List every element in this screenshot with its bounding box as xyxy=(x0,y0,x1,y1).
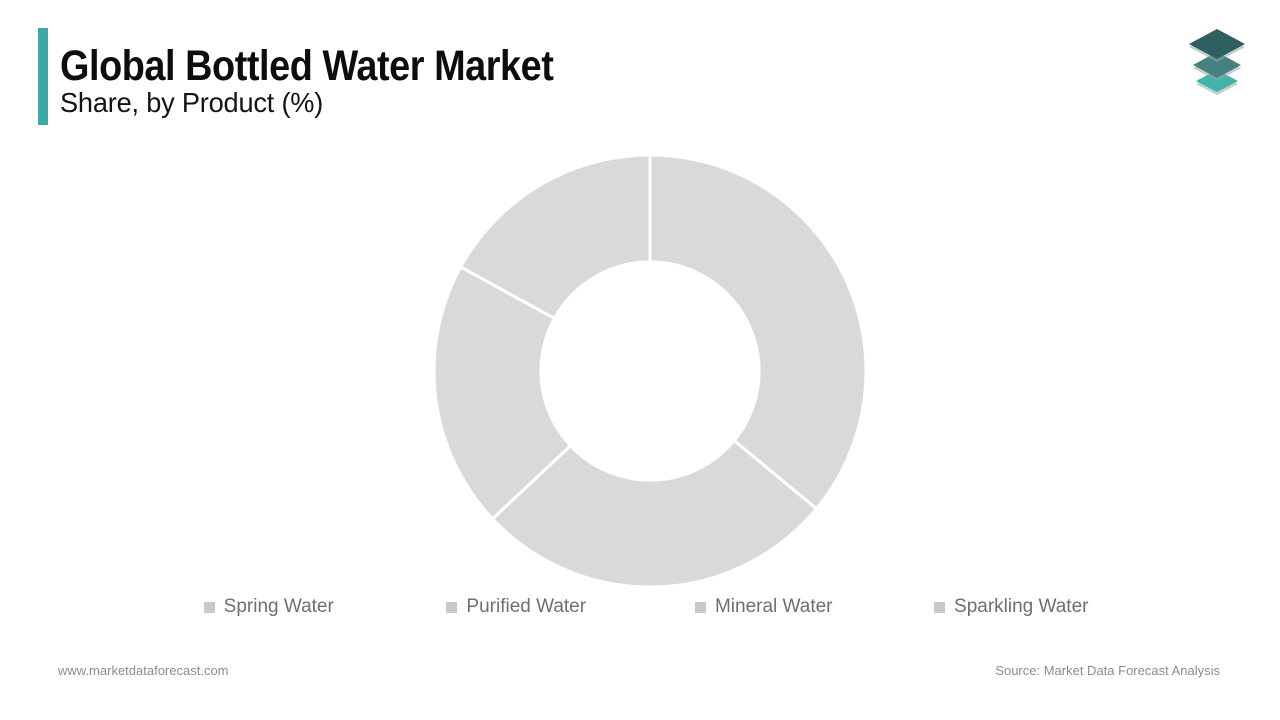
legend-item-purified-water: Purified Water xyxy=(446,596,586,618)
legend-label: Purified Water xyxy=(466,596,587,617)
legend-label: Sparkling Water xyxy=(954,596,1089,617)
legend-marker-icon xyxy=(446,601,458,613)
header: Global Bottled Water Market Share, by Pr… xyxy=(60,44,621,118)
donut-segment-mineral-water xyxy=(432,265,572,521)
market-data-forecast-logo xyxy=(1189,29,1245,95)
source-note: Source: Market Data Forecast Analysis xyxy=(995,663,1220,678)
legend-item-sparkling-water: Sparkling Water xyxy=(934,596,1088,618)
legend-label: Mineral Water xyxy=(714,596,833,617)
website-url: www.marketdataforecast.com xyxy=(58,663,229,678)
logo-layer-middle xyxy=(1193,52,1241,78)
legend-marker-icon xyxy=(203,601,215,613)
legend-marker-icon xyxy=(934,601,946,613)
chart-legend: Spring Water Purified Water Mineral Wate… xyxy=(145,594,1135,620)
legend-item-mineral-water: Mineral Water xyxy=(694,596,833,618)
page-subtitle: Share, by Product (%) xyxy=(60,87,324,118)
legend-marker-icon xyxy=(694,601,706,613)
donut-segment-purified-water xyxy=(491,439,818,589)
donut-chart xyxy=(432,153,868,589)
logo-layer-top xyxy=(1189,29,1245,59)
page-title: Global Bottled Water Market xyxy=(60,42,554,90)
title-accent-bar xyxy=(38,28,48,125)
donut-segment-sparkling-water xyxy=(459,153,652,320)
donut-segment-spring-water xyxy=(648,153,868,511)
legend-label: Spring Water xyxy=(223,596,334,617)
legend-item-spring-water: Spring Water xyxy=(203,596,334,618)
